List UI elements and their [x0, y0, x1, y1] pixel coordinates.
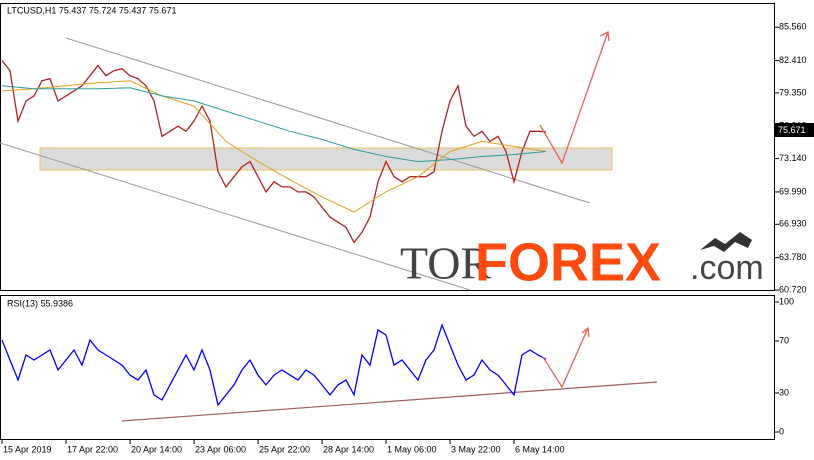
- y-tick-label: 73.140: [779, 153, 807, 163]
- y-tick-label: 60.720: [779, 284, 807, 294]
- arrow-head: [599, 31, 610, 42]
- chart-title: LTCUSD,H1 75.437 75.724 75.437 75.671: [7, 5, 176, 15]
- y-tick-label: 70: [779, 335, 789, 345]
- x-tick-label: 23 Apr 06:00: [195, 444, 246, 454]
- y-tick-label: 100: [779, 296, 794, 306]
- y-tick-label: 85.560: [779, 22, 807, 32]
- x-tick-label: 3 May 22:00: [451, 444, 501, 454]
- x-tick-label: 15 Apr 2019: [3, 444, 52, 454]
- y-tick-label: 66.930: [779, 219, 807, 229]
- x-tick-label: 28 Apr 14:00: [323, 444, 374, 454]
- series-line: [1, 323, 547, 407]
- y-tick-label: 79.350: [779, 87, 807, 97]
- forecast-arrow: [539, 31, 609, 165]
- arrow-head: [581, 326, 590, 338]
- x-tick-label: 17 Apr 22:00: [67, 444, 118, 454]
- y-tick-label: 69.990: [779, 186, 807, 196]
- series-line: [1, 60, 547, 244]
- forecast-arrow: [542, 327, 589, 389]
- x-tick-label: 20 Apr 14:00: [131, 444, 182, 454]
- last-price-label: 75.671: [778, 125, 806, 135]
- support-zone: [39, 147, 613, 171]
- x-tick-label: 1 May 06:00: [387, 444, 437, 454]
- y-tick-label: 63.780: [779, 252, 807, 262]
- price-panel: [0, 3, 775, 291]
- y-tick-label: 30: [779, 387, 789, 397]
- watermark-text: TOR: [400, 238, 491, 289]
- channel-line: [65, 37, 591, 204]
- watermark-text: FOREX: [475, 232, 661, 292]
- last-price-box: [775, 123, 814, 137]
- chart-title: RSI(13) 55.9386: [7, 298, 73, 308]
- watermark: TOR FOREX .com: [400, 232, 764, 292]
- bull-icon: [700, 232, 752, 252]
- trend-line: [121, 381, 658, 422]
- x-tick-label: 6 May 14:00: [515, 444, 565, 454]
- rsi-panel: [0, 295, 775, 440]
- watermark-text: .com: [690, 249, 764, 287]
- y-tick-label: 0: [779, 426, 784, 436]
- y-tick-label: 82.410: [779, 55, 807, 65]
- series-line: [1, 80, 547, 213]
- x-tick-label: 25 Apr 22:00: [259, 444, 310, 454]
- channel-line: [0, 142, 471, 291]
- series-line: [1, 85, 547, 163]
